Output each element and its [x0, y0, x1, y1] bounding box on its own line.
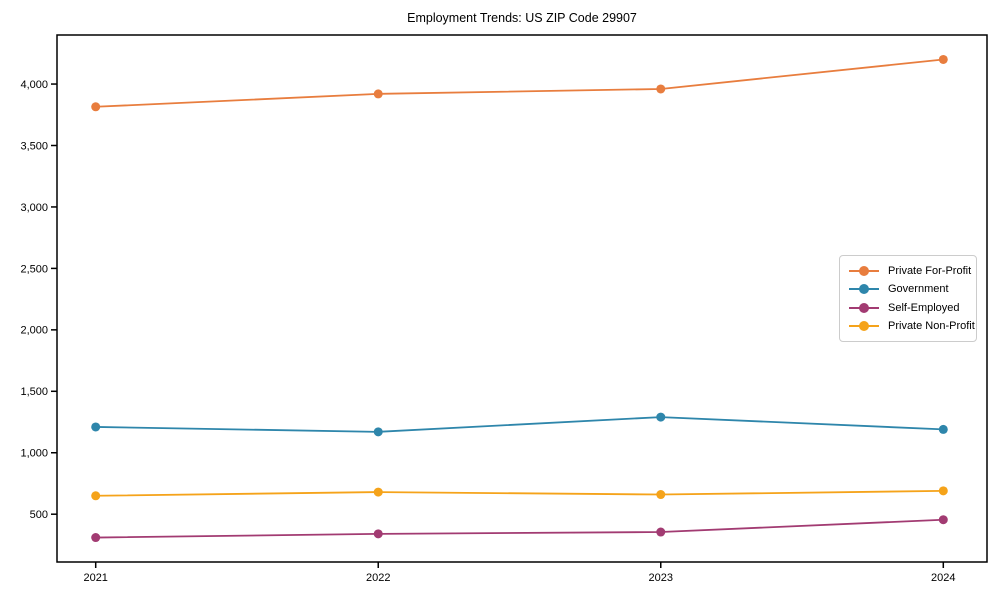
x-tick-label: 2021 [83, 572, 107, 584]
data-point-government-2023 [656, 412, 666, 422]
series-line-self-employed [94, 518, 945, 539]
data-point-private-non-profit-2024 [938, 486, 948, 496]
data-point-private-for-profit-2024 [938, 54, 948, 64]
plot-area: 500 1,000 1,500 2,000 2,500 3,000 3,500 4,000 20… [20, 34, 988, 584]
y-tick-label: 1,500 [20, 386, 48, 398]
series-line-government [94, 416, 945, 433]
data-point-private-non-profit-2022 [373, 487, 383, 497]
x-tick-label: 2023 [649, 572, 673, 584]
y-tick-label: 3,500 [20, 140, 48, 152]
series-line-private-non-profit [94, 489, 945, 497]
data-point-private-for-profit-2021 [91, 102, 101, 112]
data-point-self-employed-2023 [656, 527, 666, 537]
legend-item-private-non-profit: Private Non-Profit [849, 318, 975, 334]
x-tick-label: 2022 [366, 572, 390, 584]
legend-item-government: Government [849, 281, 968, 297]
legend-label-self-employed: Self-Employed [888, 301, 960, 314]
y-tick-label: 2,500 [20, 263, 48, 275]
data-point-government-2024 [938, 424, 948, 434]
data-point-private-non-profit-2021 [91, 491, 101, 501]
legend-item-self-employed: Self-Employed [849, 300, 968, 316]
data-point-self-employed-2022 [373, 529, 383, 539]
data-point-private-for-profit-2022 [373, 89, 383, 99]
data-point-private-non-profit-2023 [656, 490, 666, 500]
data-point-government-2021 [91, 422, 101, 432]
axes-frame [56, 34, 988, 563]
legend-marker-self-employed [849, 302, 879, 313]
legend-marker-private-non-profit [849, 320, 879, 331]
legend: Private For-Profit Government Self-Employe… [839, 255, 977, 342]
x-tick-label: 2024 [931, 572, 955, 584]
chart-title: Employment Trends: US ZIP Code 29907 [407, 11, 637, 25]
legend-item-private-for-profit: Private For-Profit [849, 263, 972, 279]
data-point-self-employed-2021 [91, 533, 101, 543]
series-line-private-for-profit [94, 58, 945, 108]
y-tick-label: 4,000 [20, 79, 48, 91]
legend-marker-government [849, 284, 879, 295]
data-point-government-2022 [373, 427, 383, 437]
legend-label-private-for-profit: Private For-Profit [888, 265, 972, 277]
legend-marker-private-for-profit [849, 266, 879, 277]
y-tick-label: 2,000 [20, 325, 48, 337]
legend-label-government: Government [888, 283, 949, 296]
data-point-self-employed-2024 [938, 515, 948, 525]
data-point-private-for-profit-2023 [656, 84, 666, 94]
y-tick-label: 3,000 [20, 202, 48, 214]
y-tick-label: 500 [30, 509, 48, 521]
legend-label-private-non-profit: Private Non-Profit [888, 319, 975, 332]
y-tick-label: 1,000 [20, 448, 48, 460]
